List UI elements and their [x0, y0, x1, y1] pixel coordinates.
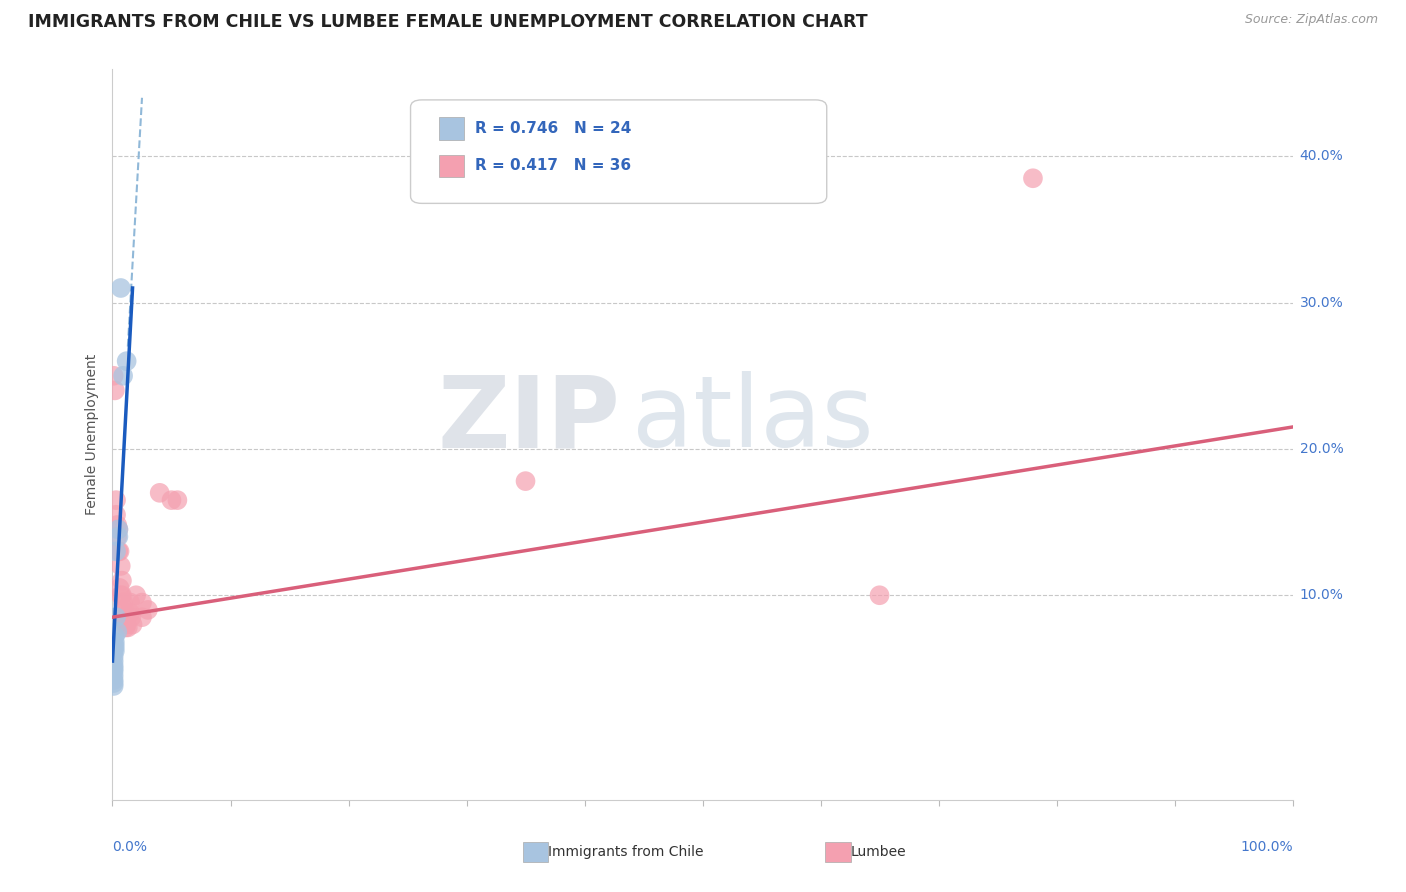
- Point: [131, 596, 153, 610]
- Point: [114, 620, 136, 634]
- Point: [103, 658, 125, 673]
- Point: [104, 384, 127, 398]
- Point: [112, 368, 135, 383]
- Point: [111, 588, 134, 602]
- Point: [112, 615, 135, 629]
- Text: 10.0%: 10.0%: [1299, 588, 1344, 602]
- Text: R = 0.417   N = 36: R = 0.417 N = 36: [475, 159, 631, 173]
- Text: atlas: atlas: [631, 371, 873, 468]
- Point: [115, 354, 138, 368]
- Point: [108, 544, 131, 558]
- Point: [120, 610, 142, 624]
- Point: [105, 508, 128, 522]
- Text: Immigrants from Chile: Immigrants from Chile: [548, 845, 704, 859]
- Point: [110, 588, 132, 602]
- Point: [107, 530, 129, 544]
- Point: [103, 669, 125, 683]
- Point: [149, 485, 172, 500]
- Point: [117, 620, 139, 634]
- Y-axis label: Female Unemployment: Female Unemployment: [86, 353, 100, 515]
- Point: [114, 610, 136, 624]
- Point: [103, 649, 125, 664]
- Text: Lumbee: Lumbee: [851, 845, 907, 859]
- Point: [110, 559, 132, 574]
- Point: [112, 596, 135, 610]
- Point: [112, 606, 135, 620]
- Point: [112, 603, 135, 617]
- Text: Source: ZipAtlas.com: Source: ZipAtlas.com: [1244, 13, 1378, 27]
- Point: [125, 588, 148, 602]
- Point: [166, 493, 188, 508]
- Point: [103, 661, 125, 675]
- Point: [107, 544, 129, 558]
- Point: [108, 581, 131, 595]
- Point: [103, 679, 125, 693]
- Point: [131, 610, 153, 624]
- Point: [107, 523, 129, 537]
- Point: [110, 281, 132, 295]
- Point: [103, 654, 125, 668]
- Point: [103, 644, 125, 658]
- Point: [136, 603, 159, 617]
- Text: 100.0%: 100.0%: [1240, 840, 1292, 855]
- Text: IMMIGRANTS FROM CHILE VS LUMBEE FEMALE UNEMPLOYMENT CORRELATION CHART: IMMIGRANTS FROM CHILE VS LUMBEE FEMALE U…: [28, 13, 868, 31]
- Point: [103, 368, 125, 383]
- Point: [105, 493, 128, 508]
- Text: R = 0.746   N = 24: R = 0.746 N = 24: [475, 121, 631, 136]
- Point: [105, 544, 128, 558]
- Point: [121, 617, 143, 632]
- Point: [160, 493, 183, 508]
- Text: 20.0%: 20.0%: [1299, 442, 1343, 456]
- Point: [104, 640, 127, 654]
- Point: [515, 474, 537, 488]
- Point: [105, 610, 128, 624]
- Point: [104, 629, 127, 643]
- Point: [103, 635, 125, 649]
- Point: [107, 523, 129, 537]
- Point: [120, 606, 142, 620]
- Point: [1022, 171, 1045, 186]
- Point: [869, 588, 891, 602]
- Point: [120, 596, 142, 610]
- Text: 40.0%: 40.0%: [1299, 149, 1343, 163]
- Point: [105, 530, 128, 544]
- Point: [103, 673, 125, 687]
- Point: [104, 635, 127, 649]
- Point: [103, 640, 125, 654]
- Point: [111, 574, 134, 588]
- Point: [103, 665, 125, 679]
- Text: 30.0%: 30.0%: [1299, 295, 1343, 310]
- Point: [115, 617, 138, 632]
- Point: [103, 676, 125, 690]
- Point: [104, 644, 127, 658]
- Point: [105, 624, 128, 639]
- Point: [105, 518, 128, 533]
- Text: ZIP: ZIP: [437, 371, 620, 468]
- Text: 0.0%: 0.0%: [112, 840, 148, 855]
